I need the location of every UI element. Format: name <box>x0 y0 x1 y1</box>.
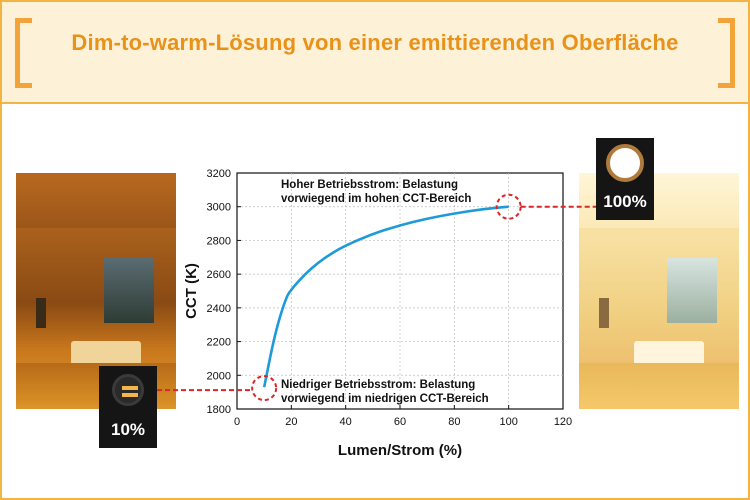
bright-lamp-badge: 100% <box>596 138 654 220</box>
y-axis-title: CCT (K) <box>183 263 200 319</box>
annotation-high-line-2: vorwiegend im hohen CCT-Bereich <box>281 193 471 205</box>
x-tick-label: 80 <box>448 416 460 428</box>
x-axis-title: Lumen/Strom (%) <box>338 442 462 459</box>
x-tick-label: 20 <box>285 416 297 428</box>
bright-level-label: 100% <box>603 192 647 211</box>
annotation-low-line-1: Niedriger Betriebsstrom: Belastung <box>281 379 475 391</box>
left-bracket-decoration <box>15 18 32 88</box>
page-title: Dim-to-warm-Lösung von einer emittierend… <box>71 30 679 55</box>
dim-level-label: 10% <box>110 420 146 439</box>
y-tick-label: 2600 <box>207 269 231 281</box>
x-tick-label: 0 <box>234 416 240 428</box>
x-tick-label: 40 <box>340 416 352 428</box>
y-tick-label: 1800 <box>207 404 231 416</box>
x-tick-label: 120 <box>554 416 572 428</box>
right-bracket-decoration <box>718 18 735 88</box>
cct-curve <box>262 205 509 388</box>
bright-lamp-icon <box>606 144 644 182</box>
y-tick-label: 3200 <box>207 168 231 180</box>
y-tick-label: 2400 <box>207 303 231 315</box>
annotation-high-line-1: Hoher Betriebsstrom: Belastung <box>281 179 458 191</box>
x-tick-label: 100 <box>499 416 517 428</box>
low-point-marker <box>251 375 278 402</box>
dim-lamp-badge: 10% <box>99 366 157 448</box>
header-banner <box>2 2 748 104</box>
high-point-marker <box>495 193 522 220</box>
y-tick-label: 2000 <box>207 370 231 382</box>
x-tick-label: 60 <box>394 416 406 428</box>
y-tick-label: 3000 <box>207 202 231 214</box>
dim-lamp-icon <box>112 374 144 406</box>
y-tick-label: 2200 <box>207 337 231 349</box>
annotation-low-line-2: vorwiegend im niedrigen CCT-Bereich <box>281 393 489 405</box>
y-tick-label: 2800 <box>207 235 231 247</box>
